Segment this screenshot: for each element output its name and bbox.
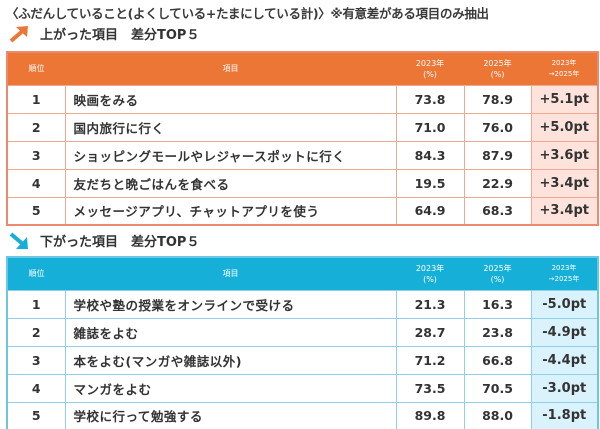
value-2023: 73.5 [395,373,465,403]
table-row: 4 友だちと晩ごはんを食べる 19.5 22.9 +3.4pt [6,168,599,198]
rank: 5 [6,196,66,226]
table-row: 4 マンガをよむ 73.5 70.5 -3.0pt [6,373,599,403]
table-row: 1 映画をみる 73.8 78.9 +5.1pt [6,84,599,114]
value-2023: 21.3 [395,289,465,319]
rank: 1 [6,289,66,319]
item: 学校に行って勉強する [64,401,397,429]
value-2025: 78.9 [463,84,532,114]
item: 友だちと晩ごはんを食べる [64,168,397,198]
value-2023: 71.0 [395,112,465,142]
value-2023: 71.2 [395,345,465,375]
diff: +5.1pt [530,84,599,114]
diff: -3.0pt [530,373,599,403]
table-row: 5 メッセージアプリ、チャットアプリを使う 64.9 68.3 +3.4pt [6,196,599,226]
rank: 1 [6,84,66,114]
up-heading-text: 上がった項目 差分TOP５ [40,28,200,43]
arrow-down-right-icon [9,231,28,249]
value-2025: 23.8 [463,317,532,347]
table-row: 2 国内旅行に行く 71.0 76.0 +5.0pt [6,112,599,142]
item: 雑誌をよむ [64,317,397,347]
rank: 2 [6,317,66,347]
rank-header: 順位 [7,257,65,290]
diff: +3.4pt [530,168,599,198]
diff: -4.4pt [530,345,599,375]
page-title: 〈ふだんしていること(よくしている+たまにしている計)〉※有意差がある項目のみ抽… [6,6,489,21]
rank: 2 [6,112,66,142]
arrow-up-right-icon [9,25,28,43]
value-2025: 87.9 [463,140,532,170]
item-header: 項目 [65,52,396,85]
table-row: 1 学校や塾の授業をオンラインで受ける 21.3 16.3 -5.0pt [6,289,599,319]
value-2025: 16.3 [463,289,532,319]
diff-header: 2023年 →2025年 [531,257,598,290]
y2025-header: 2025年 (%) [464,52,531,85]
diff: -4.9pt [530,317,599,347]
down-table: 順位 項目 2023年 (%) 2025年 (%) 2023年 →2025年 1 学校や… [6,256,599,429]
value-2023: 28.7 [395,317,465,347]
up-section-heading: 上がった項目 差分TOP５ [8,24,199,43]
diff: -5.0pt [530,289,599,319]
value-2023: 89.8 [395,401,465,429]
item: 本をよむ(マンガや雑誌以外) [64,345,397,375]
value-2025: 70.5 [463,373,532,403]
diff: +5.0pt [530,112,599,142]
item: 映画をみる [64,84,397,114]
up-table: 順位 項目 2023年 (%) 2025年 (%) 2023年 →2025年 1 映画を… [6,51,599,226]
item: 国内旅行に行く [64,112,397,142]
rank: 3 [6,345,66,375]
diff-header: 2023年 →2025年 [531,52,598,85]
down-heading-text: 下がった項目 差分TOP５ [40,235,200,250]
table-row: 2 雑誌をよむ 28.7 23.8 -4.9pt [6,317,599,347]
item: メッセージアプリ、チャットアプリを使う [64,196,397,226]
rank-header: 順位 [7,52,65,85]
down-section-heading: 下がった項目 差分TOP５ [8,231,199,250]
item-header: 項目 [65,257,396,290]
value-2025: 76.0 [463,112,532,142]
value-2025: 68.3 [463,196,532,226]
value-2023: 84.3 [395,140,465,170]
table-row: 5 学校に行って勉強する 89.8 88.0 -1.8pt [6,401,599,429]
item: 学校や塾の授業をオンラインで受ける [64,289,397,319]
down-table-header: 順位 項目 2023年 (%) 2025年 (%) 2023年 →2025年 [7,257,598,290]
table-row: 3 本をよむ(マンガや雑誌以外) 71.2 66.8 -4.4pt [6,345,599,375]
table-row: 3 ショッピングモールやレジャースポットに行く 84.3 87.9 +3.6pt [6,140,599,170]
up-table-header: 順位 項目 2023年 (%) 2025年 (%) 2023年 →2025年 [7,52,598,85]
value-2025: 66.8 [463,345,532,375]
y2023-header: 2023年 (%) [396,52,464,85]
value-2023: 64.9 [395,196,465,226]
value-2025: 22.9 [463,168,532,198]
value-2023: 73.8 [395,84,465,114]
item: ショッピングモールやレジャースポットに行く [64,140,397,170]
rank: 4 [6,168,66,198]
item: マンガをよむ [64,373,397,403]
rank: 5 [6,401,66,429]
value-2023: 19.5 [395,168,465,198]
diff: +3.4pt [530,196,599,226]
diff: +3.6pt [530,140,599,170]
value-2025: 88.0 [463,401,532,429]
y2023-header: 2023年 (%) [396,257,464,290]
rank: 3 [6,140,66,170]
rank: 4 [6,373,66,403]
y2025-header: 2025年 (%) [464,257,531,290]
diff: -1.8pt [530,401,599,429]
